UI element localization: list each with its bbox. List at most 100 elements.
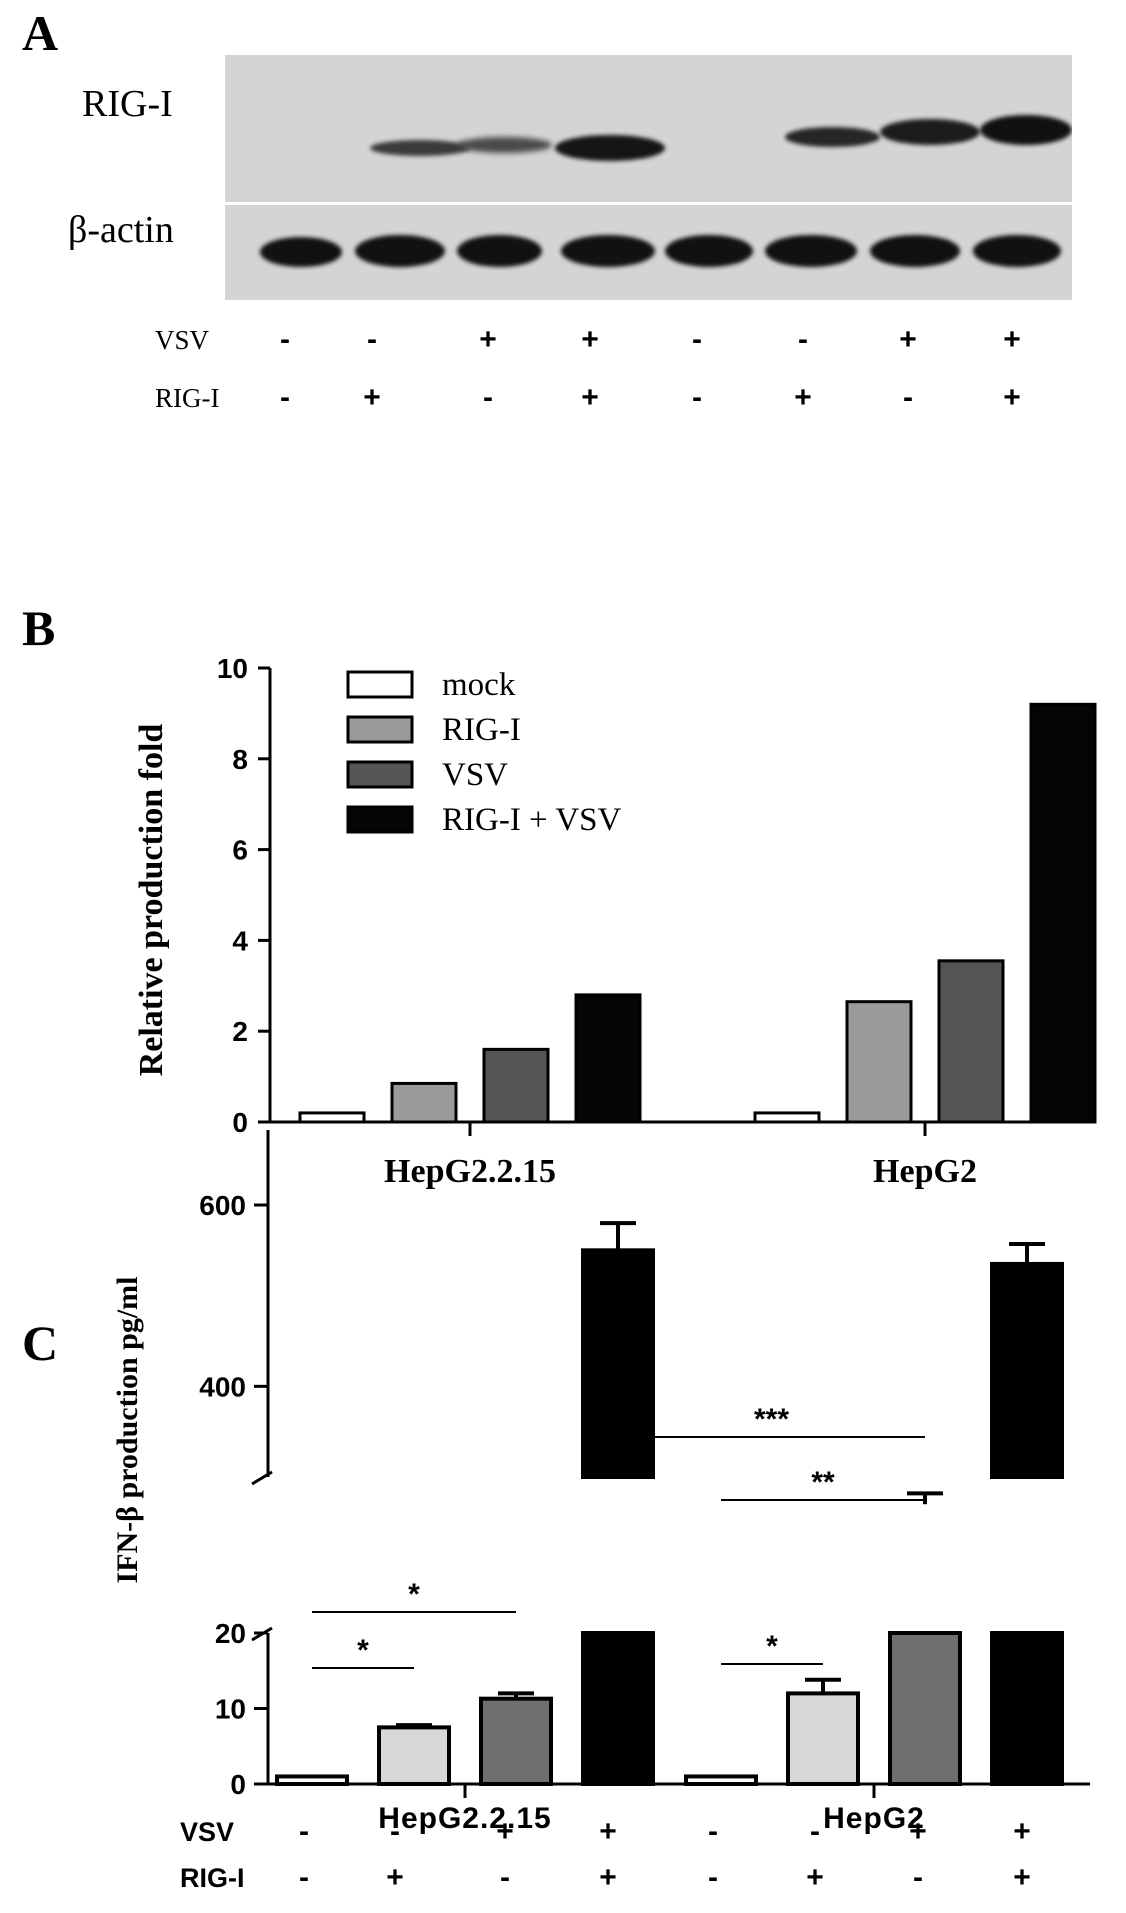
y-tick-label: 10 — [215, 1694, 246, 1725]
significance-label: ** — [811, 1466, 835, 1499]
y-axis-label: IFN-β production pg/ml — [111, 1277, 144, 1584]
bar-vsv-hepg2 — [937, 959, 1005, 1124]
panel-c-rig-i-sign-lane-6: + — [806, 1861, 824, 1894]
x-category-label: HepG2 — [873, 1153, 977, 1190]
panel-a-rig-i-sign-lane-5: - — [692, 381, 702, 414]
panel-c-rig-i-sign-lane-8: + — [1013, 1861, 1031, 1894]
legend-swatch — [346, 715, 414, 744]
panel-c-vsv-sign-lane-4: + — [599, 1815, 617, 1848]
bar-rig-i-hepg2-2-15 — [377, 1725, 451, 1786]
legend-swatch — [346, 805, 414, 834]
x-category-label: HepG2 — [823, 1802, 925, 1835]
panel-a-vsv-sign-lane-4: + — [581, 323, 599, 356]
bar-rig-i-hepg2 — [786, 1691, 860, 1787]
y-tick-label: 10 — [217, 653, 248, 684]
panel-a-rig-i-sign-lane-8: + — [1003, 381, 1021, 414]
panel-c-rig-i-sign-lane-3: - — [500, 1861, 510, 1894]
bar-rig-i-hepg2 — [845, 1000, 913, 1124]
band-rig-i-lane-4 — [555, 135, 665, 161]
panel-a-rig-i-sign-lane-7: - — [903, 381, 913, 414]
panel-c-vsv-sign-lane-1: - — [299, 1815, 309, 1848]
bar-vsv-hepg2-2-15 — [482, 1047, 550, 1124]
bar-rig-i-vsv-hepg2-2-15 — [574, 993, 642, 1124]
panel-c-rig-i-sign-lane-4: + — [599, 1861, 617, 1894]
panel-c-vsv-sign-lane-3: + — [496, 1815, 514, 1848]
panel-c-rig-i-sign-lane-2: + — [386, 1861, 404, 1894]
y-tick-label: 20 — [215, 1618, 246, 1649]
bar-lower-rig-i-vsv-hepg2-2-15 — [581, 1631, 655, 1786]
band-actin-lane-4 — [561, 235, 655, 267]
panel-a-rig-i-sign-lane-4: + — [581, 381, 599, 414]
band-actin-lane-8 — [973, 235, 1061, 267]
panel-a-vsv-label: VSV — [155, 325, 210, 355]
blot-label-rig-i: RIG-I — [82, 83, 173, 125]
band-actin-lane-5 — [665, 235, 753, 267]
y-tick-label: 8 — [232, 744, 248, 775]
axis-break-mark — [251, 1470, 273, 1486]
panel-c-vsv-sign-lane-7: + — [909, 1815, 927, 1848]
panel-a-rig-i-sign-lane-6: + — [794, 381, 812, 414]
x-category-label: HepG2.2.15 — [384, 1153, 556, 1190]
blot-beta-actin-membrane — [225, 205, 1072, 300]
y-tick-label: 4 — [232, 925, 248, 956]
band-rig-i-lane-8 — [980, 115, 1072, 145]
significance-label: * — [357, 1634, 369, 1667]
bar-upper-rig-i-vsv-hepg2-2-15 — [581, 1248, 655, 1480]
bar-lower-rig-i-vsv-hepg2 — [990, 1631, 1064, 1786]
band-rig-i-lane-3 — [457, 137, 552, 153]
panel-c-rig-i-sign-lane-5: - — [708, 1861, 718, 1894]
y-tick-label: 0 — [232, 1107, 248, 1138]
panel-a-rig-i-label: RIG-I — [155, 383, 220, 413]
bar-mock-hepg2-2-15 — [298, 1111, 366, 1124]
panel-a-vsv-sign-lane-8: + — [1003, 323, 1021, 356]
bar-rig-i-vsv-hepg2 — [1029, 702, 1097, 1124]
bar-mock-hepg2 — [684, 1774, 758, 1786]
band-rig-i-lane-7 — [880, 119, 980, 145]
panel-a-vsv-sign-lane-5: - — [692, 323, 702, 356]
panel-c-vsv-sign-lane-5: - — [708, 1815, 718, 1848]
band-actin-lane-7 — [870, 235, 960, 267]
y-tick-label: 6 — [232, 835, 248, 866]
significance-label: * — [766, 1630, 778, 1663]
significance-label: *** — [754, 1403, 789, 1436]
y-tick-label: 600 — [199, 1190, 246, 1221]
panel-a-rig-i-sign-lane-3: - — [483, 381, 493, 414]
panel-a-rig-i-sign-lane-1: - — [280, 381, 290, 414]
panel-a-vsv-sign-lane-3: + — [479, 323, 497, 356]
y-tick-label: 2 — [232, 1016, 248, 1047]
legend-label: VSV — [442, 757, 508, 793]
band-rig-i-lane-6 — [785, 127, 880, 147]
panel-a-vsv-sign-lane-2: - — [367, 323, 377, 356]
panel-c-letter: C — [22, 1315, 59, 1371]
panel-c-rig-i-sign-lane-7: - — [913, 1861, 923, 1894]
panel-c-vsv-sign-lane-2: - — [390, 1815, 400, 1848]
legend-swatch — [346, 670, 414, 699]
panel-a-letter: A — [22, 5, 59, 61]
panel-c-rig-i-sign-lane-1: - — [299, 1861, 309, 1894]
panel-b-letter: B — [22, 600, 56, 656]
y-axis-label: Relative production fold — [133, 724, 170, 1077]
panel-c-vsv-label: VSV — [180, 1817, 235, 1847]
x-category-label: HepG2.2.15 — [378, 1802, 551, 1835]
panel-a-vsv-sign-lane-6: - — [798, 323, 808, 356]
blot-label-beta-actin: β-actin — [68, 209, 174, 251]
panel-a-vsv-sign-lane-7: + — [899, 323, 917, 356]
band-actin-lane-3 — [457, 235, 542, 267]
bar-vsv-hepg2-2-15 — [479, 1696, 553, 1787]
bar-lower-vsv-hepg2 — [888, 1631, 962, 1786]
panel-a-vsv-sign-lane-1: - — [280, 323, 290, 356]
band-actin-lane-6 — [765, 235, 857, 267]
y-tick-label: 0 — [230, 1769, 246, 1800]
y-tick-label: 400 — [199, 1371, 246, 1402]
band-actin-lane-1 — [260, 237, 342, 267]
bar-rig-i-hepg2-2-15 — [390, 1081, 458, 1124]
legend-swatch — [346, 760, 414, 789]
bar-mock-hepg2 — [753, 1111, 821, 1124]
blot-rig-i-membrane — [225, 55, 1072, 202]
panel-c-rig-i-label: RIG-I — [180, 1863, 245, 1893]
band-rig-i-lane-2 — [370, 140, 470, 156]
bar-upper-rig-i-vsv-hepg2 — [990, 1261, 1064, 1480]
panel-c-vsv-sign-lane-8: + — [1013, 1815, 1031, 1848]
